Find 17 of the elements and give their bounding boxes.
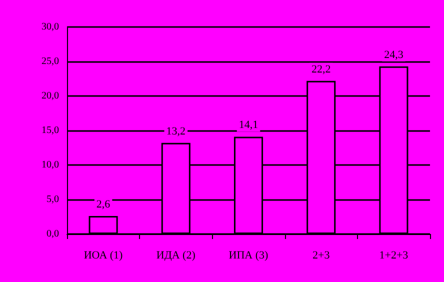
x-tick-label: 2+3 bbox=[312, 250, 330, 262]
x-tick-label: ИДА (2) bbox=[156, 250, 196, 262]
y-tick-label: 20,0 bbox=[42, 90, 59, 102]
x-tick-label: ИПА (3) bbox=[228, 250, 269, 262]
data-label: 2,6 bbox=[96, 198, 111, 211]
y-tick-label: 10,0 bbox=[42, 160, 59, 170]
data-label: 22,2 bbox=[311, 63, 331, 76]
data-label: 13,2 bbox=[166, 125, 186, 138]
y-tick-label: 0,0 bbox=[46, 228, 59, 240]
y-tick-label: 30,0 bbox=[42, 22, 59, 32]
y-tick-label: 5,0 bbox=[46, 194, 59, 205]
y-tick-label: 25,0 bbox=[42, 56, 59, 67]
data-label: 14,1 bbox=[238, 119, 258, 132]
data-label: 24,3 bbox=[384, 48, 404, 61]
y-tick-label: 15,0 bbox=[42, 125, 59, 136]
x-tick-label: 1+2+3 bbox=[379, 250, 409, 262]
x-tick-label: ИОА (1) bbox=[84, 250, 124, 262]
